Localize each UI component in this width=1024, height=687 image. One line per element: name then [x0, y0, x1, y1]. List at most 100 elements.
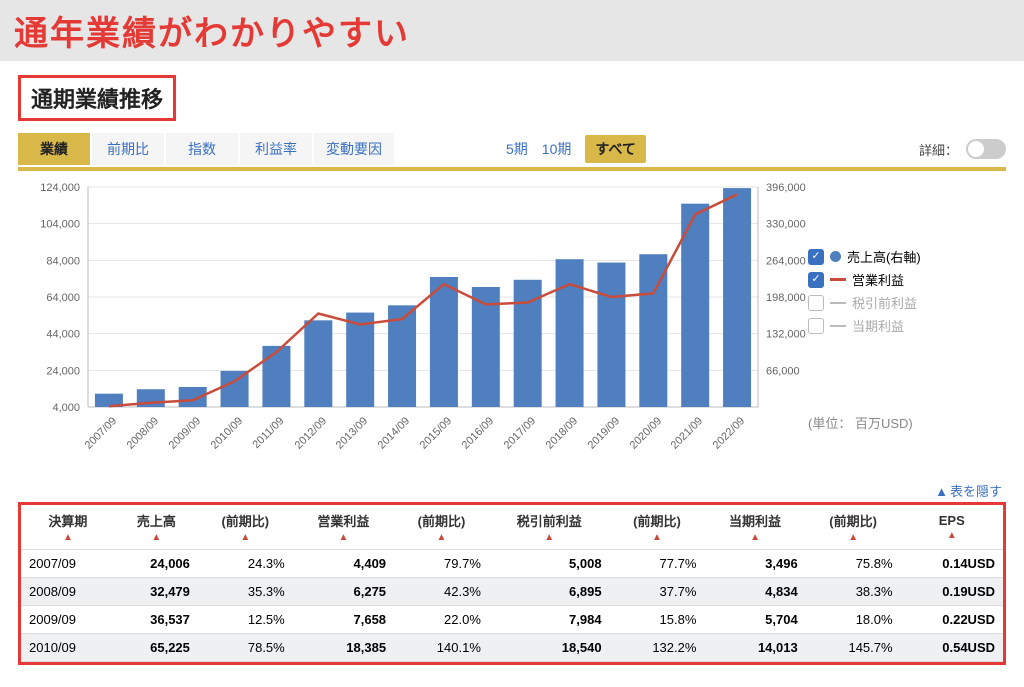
table-cell: 18,385 — [293, 634, 394, 662]
sort-icon: ▲ — [301, 532, 386, 543]
legend-label: 当期利益 — [852, 316, 904, 335]
table-cell: 18.0% — [806, 606, 901, 634]
col-header[interactable]: EPS▲ — [901, 505, 1003, 550]
table-row: 2009/0936,53712.5%7,65822.0%7,98415.8%5,… — [21, 606, 1003, 634]
svg-text:66,000: 66,000 — [766, 365, 800, 377]
table-cell: 132.2% — [610, 634, 705, 662]
tab-2[interactable]: 指数 — [166, 133, 238, 165]
svg-text:396,000: 396,000 — [766, 182, 806, 194]
sort-icon: ▲ — [402, 532, 481, 543]
table-cell: 77.7% — [610, 550, 705, 578]
legend-symbol-icon — [830, 325, 846, 327]
table-cell: 6,895 — [489, 578, 610, 606]
table-row: 2008/0932,47935.3%6,27542.3%6,89537.7%4,… — [21, 578, 1003, 606]
table-cell: 7,658 — [293, 606, 394, 634]
legend-symbol-icon — [830, 278, 846, 281]
legend-checkbox-icon — [808, 295, 824, 311]
svg-text:24,000: 24,000 — [46, 365, 80, 377]
table-cell: 7,984 — [489, 606, 610, 634]
legend-symbol-icon — [830, 302, 846, 304]
table-cell: 2010/09 — [21, 634, 115, 662]
section-title-wrap: 通期業績推移 — [18, 75, 1006, 121]
range-0[interactable]: 5期 — [506, 139, 528, 159]
range-2[interactable]: すべて — [585, 135, 645, 163]
table-cell: 5,704 — [704, 606, 805, 634]
table-cell: 145.7% — [806, 634, 901, 662]
table-cell: 79.7% — [394, 550, 489, 578]
legend-label: 税引前利益 — [852, 293, 917, 312]
detail-toggle[interactable] — [966, 139, 1006, 159]
legend-row-0[interactable]: ✓売上高(右軸) — [808, 247, 998, 266]
banner: 通年業績がわかりやすい — [0, 0, 1024, 61]
sort-icon: ▲ — [29, 532, 107, 543]
banner-title: 通年業績がわかりやすい — [14, 6, 1010, 55]
col-header[interactable]: 決算期▲ — [21, 505, 115, 550]
tabs-row: 業績前期比指数利益率変動要因 5期 10期すべて 詳細： — [18, 133, 1006, 171]
table-cell: 14,013 — [704, 634, 805, 662]
legend-row-1[interactable]: ✓営業利益 — [808, 270, 998, 289]
table-cell: 140.1% — [394, 634, 489, 662]
svg-text:198,000: 198,000 — [766, 292, 806, 304]
table-cell: 42.3% — [394, 578, 489, 606]
sort-icon: ▲ — [123, 532, 190, 543]
tab-0[interactable]: 業績 — [18, 133, 90, 165]
sort-icon: ▲ — [814, 532, 893, 543]
legend: ✓売上高(右軸) ✓営業利益税引前利益当期利益 (単位： 百万USD) — [808, 177, 998, 477]
table-cell: 78.5% — [198, 634, 293, 662]
table-cell: 0.14USD — [901, 550, 1003, 578]
legend-checkbox-icon — [808, 318, 824, 334]
table-cell: 3,496 — [704, 550, 805, 578]
table-cell: 2008/09 — [21, 578, 115, 606]
table-cell: 2009/09 — [21, 606, 115, 634]
legend-row-2[interactable]: 税引前利益 — [808, 293, 998, 312]
table-cell: 12.5% — [198, 606, 293, 634]
svg-text:132,000: 132,000 — [766, 329, 806, 341]
tab-3[interactable]: 利益率 — [240, 133, 312, 165]
col-header[interactable]: (前期比)▲ — [198, 505, 293, 550]
table-cell: 32,479 — [115, 578, 198, 606]
table-cell: 6,275 — [293, 578, 394, 606]
detail-group: 詳細： — [919, 139, 1006, 159]
detail-label: 詳細： — [919, 140, 958, 159]
svg-text:104,000: 104,000 — [40, 219, 80, 231]
sort-icon: ▲ — [497, 532, 602, 543]
tab-1[interactable]: 前期比 — [92, 133, 164, 165]
table-cell: 0.19USD — [901, 578, 1003, 606]
col-header[interactable]: 当期利益▲ — [704, 505, 805, 550]
col-header[interactable]: 営業利益▲ — [293, 505, 394, 550]
table-cell: 2007/09 — [21, 550, 115, 578]
table-row: 2010/0965,22578.5%18,385140.1%18,540132.… — [21, 634, 1003, 662]
table-cell: 35.3% — [198, 578, 293, 606]
table-cell: 0.54USD — [901, 634, 1003, 662]
sort-icon: ▲ — [909, 530, 995, 541]
table-cell: 24,006 — [115, 550, 198, 578]
tab-4[interactable]: 変動要因 — [314, 133, 394, 165]
table-cell: 75.8% — [806, 550, 901, 578]
table-cell: 36,537 — [115, 606, 198, 634]
legend-row-3[interactable]: 当期利益 — [808, 316, 998, 335]
chart-zone: 4,00024,00044,00064,00084,000104,000124,… — [18, 177, 1006, 477]
sort-icon: ▲ — [206, 532, 285, 543]
col-header[interactable]: 売上高▲ — [115, 505, 198, 550]
table-cell: 37.7% — [610, 578, 705, 606]
svg-text:4,000: 4,000 — [52, 402, 80, 414]
col-header[interactable]: (前期比)▲ — [806, 505, 901, 550]
range-1[interactable]: 10期 — [542, 139, 572, 159]
section-title: 通期業績推移 — [18, 75, 176, 121]
table-cell: 0.22USD — [901, 606, 1003, 634]
table-wrap: 決算期▲売上高▲(前期比)▲営業利益▲(前期比)▲税引前利益▲(前期比)▲当期利… — [18, 502, 1006, 665]
table-cell: 18,540 — [489, 634, 610, 662]
legend-symbol-icon — [830, 251, 841, 262]
range-group: 5期 10期すべて — [506, 135, 646, 163]
table-cell: 4,409 — [293, 550, 394, 578]
col-header[interactable]: 税引前利益▲ — [489, 505, 610, 550]
tabs: 業績前期比指数利益率変動要因 — [18, 133, 396, 165]
legend-label: 営業利益 — [852, 270, 904, 289]
col-header[interactable]: (前期比)▲ — [610, 505, 705, 550]
col-header[interactable]: (前期比)▲ — [394, 505, 489, 550]
table-cell: 5,008 — [489, 550, 610, 578]
unit-note: (単位： 百万USD) — [808, 413, 998, 432]
table-cell: 15.8% — [610, 606, 705, 634]
hide-table-link[interactable]: 表を隠す — [18, 481, 1002, 500]
svg-text:84,000: 84,000 — [46, 255, 80, 267]
